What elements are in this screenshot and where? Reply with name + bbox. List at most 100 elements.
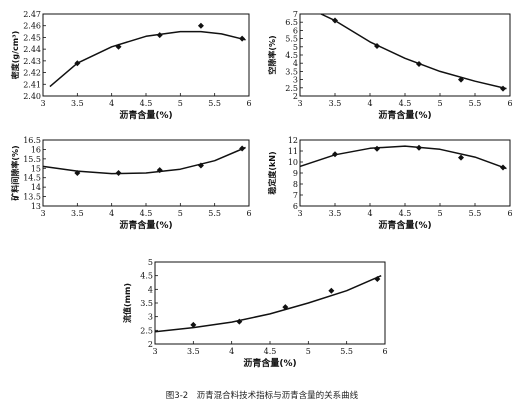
x-tick-label: 5: [437, 209, 442, 218]
y-tick-label: 4: [148, 285, 153, 294]
y-tick-label: 2.47: [23, 10, 41, 19]
y-tick-label: 2.40: [23, 92, 41, 101]
x-tick-label: 6: [246, 209, 251, 218]
x-tick-label: 6: [507, 209, 512, 218]
x-tick-label: 5.5: [208, 209, 221, 218]
y-tick-label: 14: [31, 183, 41, 192]
data-point: [239, 35, 246, 42]
y-tick-label: 6: [293, 202, 298, 211]
y-tick-label: 15.5: [23, 155, 41, 164]
y-tick-label: 13: [31, 202, 41, 211]
data-point: [156, 167, 163, 174]
data-point: [458, 154, 464, 161]
y-tick-label: 5: [293, 43, 298, 52]
y-tick-label: 4.5: [140, 272, 153, 281]
y-axis-label: 流值(mm): [122, 283, 132, 323]
data-point: [236, 318, 243, 325]
x-tick-label: 4: [367, 209, 372, 218]
data-point: [500, 85, 506, 92]
fit-curve: [299, 145, 507, 170]
data-point: [374, 42, 380, 49]
y-tick-label: 2.44: [23, 45, 41, 54]
y-tick-label: 3.5: [140, 299, 153, 308]
x-tick-label: 4.5: [399, 99, 412, 108]
data-point: [458, 76, 464, 83]
x-tick-label: 4.5: [399, 209, 412, 218]
x-tick-label: 4.5: [140, 99, 153, 108]
chart-panel-4: 3 3.5 4 4.5 5 5.5 6 6 7 8 9 10 11 12 沥青含量(%) 稳定度(kN): [267, 136, 513, 231]
y-tick-label: 2.5: [140, 326, 153, 335]
x-tick-label: 3.5: [71, 99, 84, 108]
y-tick-label: 2: [293, 92, 298, 101]
x-axis-label: 沥青含量(%): [119, 219, 172, 231]
y-tick-label: 16.5: [23, 136, 41, 145]
x-tick-label: 5.5: [469, 99, 482, 108]
chart-panel-5: 3 3.5 4 4.5 5 5.5 6 2 2.5 3 3.5 4 4.5 5 沥青含量(%) 流值(mm): [122, 258, 388, 369]
fit-curve: [49, 30, 246, 88]
x-tick-label: 3: [297, 99, 302, 108]
y-tick-label: 2.5: [285, 84, 298, 93]
x-tick-label: 4: [109, 209, 114, 218]
data-point: [74, 170, 81, 176]
x-tick-label: 4: [367, 99, 372, 108]
y-tick-label: 4: [293, 59, 298, 68]
y-tick-label: 10: [288, 158, 298, 167]
data-point: [416, 144, 422, 151]
x-tick-label: 4.5: [264, 347, 277, 356]
y-tick-label: 3.5: [285, 67, 298, 76]
x-tick-label: 5: [306, 347, 311, 356]
data-point: [74, 60, 81, 67]
x-axis-label: 沥青含量(%): [243, 357, 296, 369]
plot-frame: [299, 139, 511, 207]
y-axis-label: 矿料间隙率(%): [10, 145, 20, 200]
fit-curve: [320, 13, 507, 90]
y-tick-label: 8: [293, 180, 298, 189]
data-point: [197, 22, 204, 29]
y-tick-label: 15: [31, 164, 41, 173]
x-tick-label: 5.5: [340, 347, 353, 356]
data-point: [197, 162, 204, 169]
chart-panel-1: 3 3.5 4 4.5 5 5.5 6 2.40 2.41 2.42 2.43 2.44 2.45 2.4…: [10, 10, 252, 121]
x-tick-label: 6: [382, 347, 387, 356]
y-tick-label: 6.5: [285, 18, 298, 27]
x-tick-label: 6: [507, 99, 512, 108]
y-tick-label: 7: [293, 10, 298, 19]
x-tick-label: 5: [437, 99, 442, 108]
y-tick-label: 13.5: [23, 193, 41, 202]
x-tick-label: 3.5: [329, 209, 342, 218]
plot-frame: [154, 261, 386, 345]
y-tick-label: 12: [288, 136, 298, 145]
x-tick-label: 6: [246, 99, 251, 108]
y-tick-label: 5: [148, 258, 153, 267]
y-axis-label: 密度(g/cm³): [10, 31, 20, 81]
y-tick-label: 5.5: [285, 35, 298, 44]
y-tick-label: 2: [148, 340, 153, 349]
data-point: [190, 321, 197, 328]
y-tick-label: 11: [288, 147, 298, 156]
x-tick-label: 5: [178, 99, 183, 108]
x-tick-label: 3: [297, 209, 302, 218]
y-tick-label: 2.45: [23, 33, 41, 42]
x-axis-label: 沥青含量(%): [378, 219, 431, 231]
y-tick-label: 2.43: [23, 57, 41, 66]
data-point: [416, 61, 422, 68]
y-tick-label: 6: [293, 26, 298, 35]
y-tick-label: 2.42: [23, 69, 41, 78]
fit-curve: [154, 275, 382, 333]
x-axis-label: 沥青含量(%): [378, 109, 431, 121]
x-tick-label: 3.5: [329, 99, 342, 108]
y-tick-label: 9: [293, 169, 298, 178]
x-axis-label: 沥青含量(%): [119, 109, 172, 121]
x-tick-label: 5.5: [208, 99, 221, 108]
data-point: [115, 43, 122, 50]
y-tick-label: 3: [293, 76, 298, 85]
plot-frame: [299, 13, 511, 97]
data-point: [156, 32, 163, 39]
data-point: [239, 145, 246, 152]
plot-frame: [42, 13, 250, 97]
x-tick-label: 4.5: [140, 209, 153, 218]
x-tick-label: 5.5: [469, 209, 482, 218]
y-tick-label: 16: [31, 145, 41, 154]
x-tick-label: 3: [152, 347, 157, 356]
